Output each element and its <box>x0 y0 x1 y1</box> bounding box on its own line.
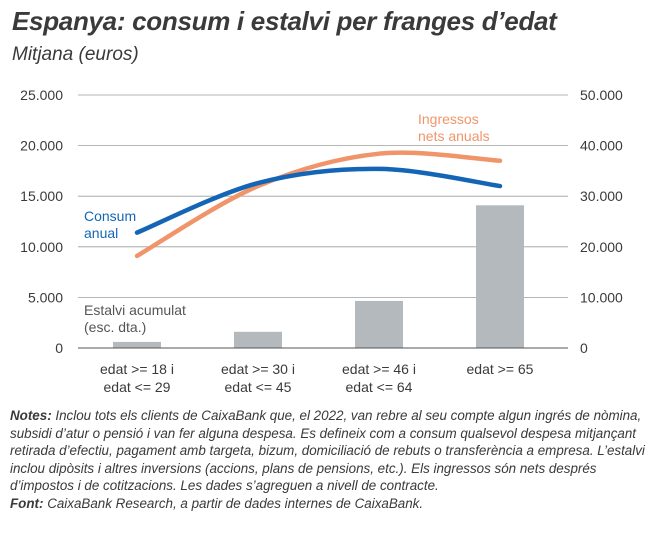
right-tick-label: 20.000 <box>580 239 623 255</box>
notes-block: Notes: Inclou tots els clients de CaixaB… <box>10 407 646 513</box>
right-tick-label: 10.000 <box>580 289 623 305</box>
right-tick-label: 50.000 <box>580 87 623 103</box>
left-tick-label: 0 <box>55 340 63 356</box>
category-label: edat <= 45 <box>225 379 292 395</box>
right-tick-label: 40.000 <box>580 138 623 154</box>
label-consum: Consum <box>84 208 136 224</box>
source-label: Font: <box>10 495 44 511</box>
source-text: CaixaBank Research, a partir de dades in… <box>43 495 424 511</box>
label-consum: anual <box>84 225 118 241</box>
label-ingressos: Ingressos <box>418 111 479 127</box>
line-ingressos <box>134 150 503 259</box>
source-paragraph: Font: CaixaBank Research, a partir de da… <box>10 495 646 513</box>
right-tick-label: 0 <box>580 340 588 356</box>
bar-estalvi <box>476 205 524 348</box>
left-tick-label: 10.000 <box>20 239 63 255</box>
category-label: edat <= 29 <box>104 379 171 395</box>
bar-estalvi <box>113 341 161 348</box>
chart-title: Espanya: consum i estalvi per franges d’… <box>12 6 557 36</box>
notes-paragraph: Notes: Inclou tots els clients de CaixaB… <box>10 407 646 495</box>
category-label: edat <= 64 <box>346 379 413 395</box>
category-label: edat >= 30 i <box>221 361 295 377</box>
category-label: edat >= 46 i <box>342 361 416 377</box>
left-tick-label: 15.000 <box>20 188 63 204</box>
left-tick-label: 5.000 <box>28 289 63 305</box>
left-tick-label: 20.000 <box>20 138 63 154</box>
bar-estalvi <box>234 331 282 348</box>
category-label: edat >= 18 i <box>100 361 174 377</box>
chart-area: 0 5.000 10.000 15.000 20.000 25.000 0 10.000 20.… <box>20 87 623 395</box>
left-tick-label: 25.000 <box>20 87 63 103</box>
notes-label: Notes: <box>10 408 52 423</box>
line-consum <box>134 166 503 235</box>
label-estalvi: (esc. dta.) <box>84 319 146 335</box>
chart-subtitle: Mitjana (euros) <box>12 44 139 65</box>
right-tick-label: 30.000 <box>580 188 623 204</box>
label-estalvi: Estalvi acumulat <box>84 302 186 318</box>
label-ingressos: nets anuals <box>418 128 490 144</box>
category-label: edat >= 65 <box>467 361 534 377</box>
bar-estalvi <box>355 300 403 348</box>
notes-text: Inclou tots els clients de CaixaBank que… <box>10 408 645 494</box>
